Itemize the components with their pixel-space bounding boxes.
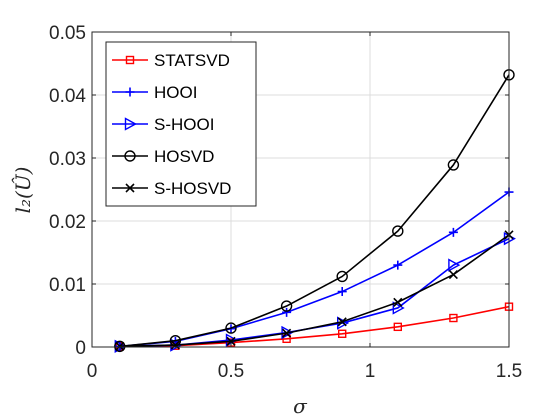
- data-point-s-hosvd: [170, 340, 180, 350]
- data-point-s-hosvd: [393, 297, 403, 307]
- series-line-s-hosvd: [119, 234, 510, 348]
- data-point-s-hosvd: [282, 328, 292, 338]
- data-point-hosvd: [336, 270, 348, 283]
- legend-marker-s-hooi: [124, 117, 137, 131]
- series-line-hosvd: [119, 74, 510, 348]
- legend-label-hosvd: HOSVD: [154, 147, 214, 166]
- x-tick-label: 0: [87, 361, 98, 382]
- legend-marker-hooi: [125, 87, 135, 97]
- legend: STATSVD HOOI S-HOOI HOSVD S-HOSVD: [105, 41, 257, 207]
- y-tick-label: 0.01: [49, 275, 86, 296]
- x-tick-label: 1.5: [496, 361, 522, 382]
- axis-ticks: 0 0.5 1 1.5 0 0.01 0.02 0.03 0.04 0.05: [49, 23, 522, 382]
- data-point-s-hosvd: [115, 341, 125, 351]
- y-tick-label: 0: [75, 338, 86, 359]
- data-point-hooi: [282, 307, 292, 317]
- legend-marker-hosvd: [124, 150, 136, 162]
- data-point-statsvd: [449, 313, 458, 323]
- legend-item-hosvd: HOSVD: [112, 147, 214, 166]
- data-point-s-hosvd: [337, 317, 347, 327]
- data-point-hooi: [337, 287, 347, 297]
- y-tick-label: 0.03: [49, 149, 86, 170]
- series-layer: [114, 69, 516, 354]
- y-tick-label: 0.05: [49, 23, 86, 44]
- x-axis-title: σ: [293, 394, 308, 418]
- legend-item-hooi: HOOI: [112, 83, 197, 102]
- data-point-hosvd: [392, 225, 404, 237]
- data-point-statsvd: [338, 329, 347, 338]
- data-point-statsvd: [393, 322, 402, 332]
- x-tick-label: 1: [365, 361, 376, 382]
- legend-label-s-hosvd: S-HOSVD: [154, 179, 231, 198]
- legend-marker-statsvd: [125, 55, 135, 65]
- data-point-hosvd: [225, 322, 237, 334]
- data-point-hooi: [393, 260, 403, 270]
- legend-marker-s-hosvd: [125, 183, 135, 193]
- y-axis-title: l₂(Û): [10, 167, 35, 214]
- data-point-s-hosvd: [226, 336, 236, 346]
- data-point-s-hooi: [392, 301, 405, 315]
- legend-item-s-hosvd: S-HOSVD: [112, 179, 231, 198]
- series-hosvd: [114, 69, 515, 353]
- data-point-s-hosvd: [448, 269, 458, 280]
- data-point-hosvd: [447, 159, 460, 171]
- data-point-s-hooi: [448, 258, 461, 272]
- plot-frame: [91, 31, 510, 348]
- data-point-s-hooi: [281, 325, 294, 340]
- legend-item-s-hooi: S-HOOI: [112, 115, 214, 134]
- y-tick-label: 0.04: [49, 86, 86, 107]
- data-point-hooi: [448, 227, 458, 237]
- data-point-hosvd: [280, 300, 293, 312]
- legend-label-hooi: HOOI: [154, 83, 197, 102]
- legend-item-statsvd: STATSVD: [112, 51, 230, 70]
- x-tick-label: 0.5: [218, 361, 244, 382]
- legend-label-s-hooi: S-HOOI: [154, 115, 214, 134]
- y-tick-label: 0.02: [49, 212, 86, 233]
- series-s-hosvd: [115, 230, 514, 351]
- legend-label-statsvd: STATSVD: [154, 51, 230, 70]
